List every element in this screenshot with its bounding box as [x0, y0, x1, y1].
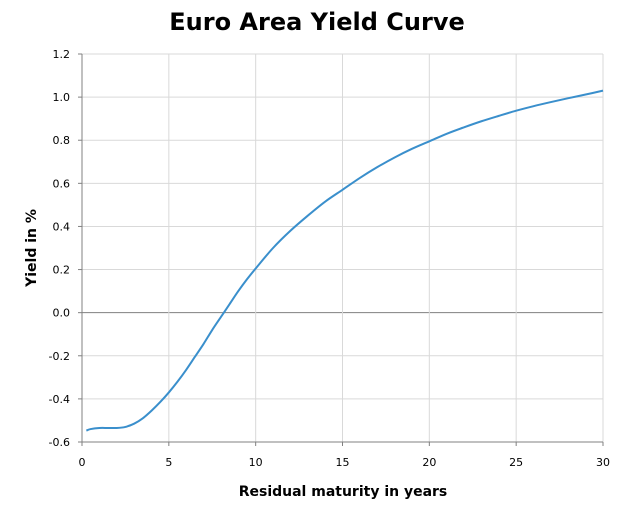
- y-tick-label: 0.6: [53, 177, 71, 190]
- x-tick-label: 25: [509, 456, 523, 469]
- y-tick-label: 0.2: [53, 264, 71, 277]
- series-lines: [85, 89, 604, 432]
- y-tick-label: 1.0: [53, 91, 71, 104]
- tick-labels: 1.2 1.0 0.8 0.6 0.4 0.2 0.0 -0.2 -0.4 -0.6 0 5 10 15 2…: [49, 48, 610, 469]
- y-axis-label: Yield in %: [24, 209, 40, 288]
- x-tick-label: 20: [422, 456, 436, 469]
- grid-lines: [81, 53, 604, 443]
- x-tick-label: 5: [165, 456, 172, 469]
- x-tick-label: 30: [596, 456, 610, 469]
- y-tick-label: 1.2: [53, 48, 71, 61]
- x-axis-label: Residual maturity in years: [239, 484, 448, 500]
- x-tick-label: 0: [79, 456, 86, 469]
- y-tick-label: -0.2: [49, 350, 70, 363]
- y-tick-label: 0.8: [53, 134, 71, 147]
- y-tick-label: 0.4: [53, 220, 71, 233]
- y-tick-label: 0.0: [53, 307, 71, 320]
- yield-curve-line: [85, 89, 604, 432]
- y-tick-label: -0.6: [49, 436, 70, 449]
- x-tick-label: 15: [336, 456, 350, 469]
- chart-title: Euro Area Yield Curve: [169, 8, 465, 36]
- plot-axes: [78, 53, 604, 446]
- y-tick-label: -0.4: [49, 393, 70, 406]
- x-tick-label: 10: [249, 456, 263, 469]
